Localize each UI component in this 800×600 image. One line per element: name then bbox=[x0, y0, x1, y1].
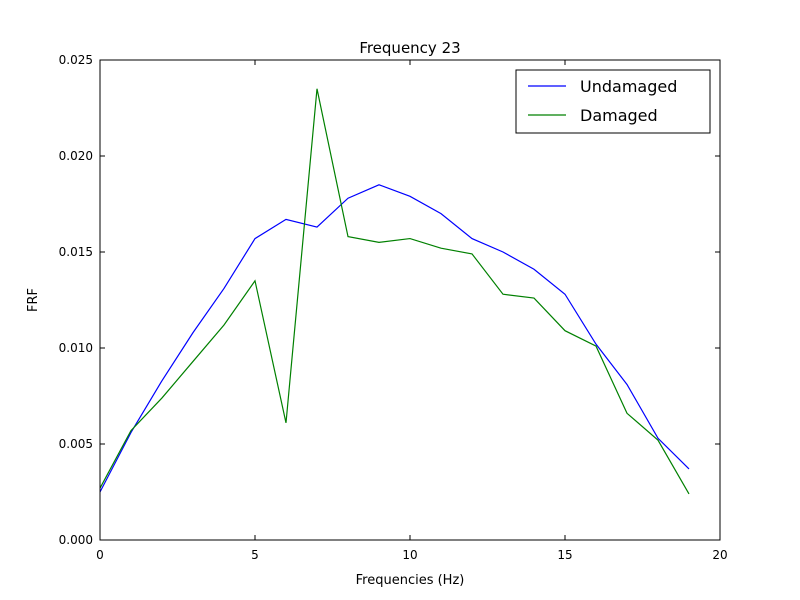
x-axis-label: Frequencies (Hz) bbox=[356, 573, 465, 588]
y-axis: 0.000 0.005 0.010 0.015 0.020 0.025 bbox=[59, 53, 720, 547]
legend-label-damaged: Damaged bbox=[580, 106, 658, 125]
series-line-undamaged bbox=[99, 184, 690, 493]
y-tick-label: 0.010 bbox=[59, 341, 93, 355]
legend: Undamaged Damaged bbox=[515, 69, 711, 134]
legend-label-undamaged: Undamaged bbox=[580, 77, 677, 96]
y-tick-label: 0.015 bbox=[59, 245, 93, 259]
x-axis: 0 5 10 15 20 bbox=[96, 60, 728, 562]
x-tick-label: 5 bbox=[251, 548, 259, 562]
chart-title: Frequency 23 bbox=[359, 39, 460, 57]
series-line-damaged bbox=[99, 88, 690, 495]
y-tick-label: 0.020 bbox=[59, 149, 93, 163]
series-layer bbox=[99, 88, 690, 495]
y-tick-label: 0.005 bbox=[59, 437, 93, 451]
x-tick-label: 15 bbox=[557, 548, 572, 562]
y-axis-label: FRF bbox=[26, 288, 41, 312]
y-tick-label: 0.025 bbox=[59, 53, 93, 67]
x-tick-label: 10 bbox=[402, 548, 417, 562]
y-tick-label: 0.000 bbox=[59, 533, 93, 547]
x-tick-label: 0 bbox=[96, 548, 104, 562]
x-tick-label: 20 bbox=[712, 548, 727, 562]
legend-box bbox=[515, 69, 711, 134]
